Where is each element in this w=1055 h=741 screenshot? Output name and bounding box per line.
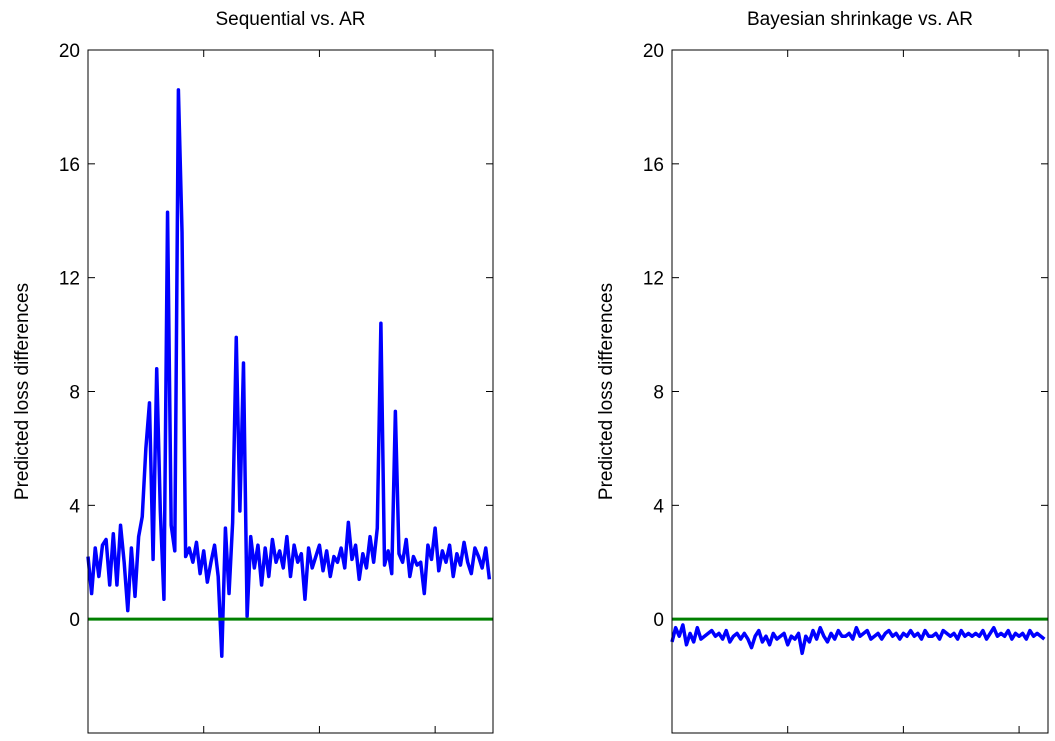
x-tick-label: 1980 xyxy=(183,739,225,741)
y-tick-label: 4 xyxy=(69,496,80,517)
panel: Sequential vs. AR Predicted loss differen… xyxy=(12,9,494,741)
y-tick-label: 8 xyxy=(653,383,664,404)
x-tick-label: 1988 xyxy=(298,739,340,741)
y-tick-label: 8 xyxy=(69,383,80,404)
data-line xyxy=(670,623,1046,656)
x-tick-label: 1972 xyxy=(651,739,693,741)
y-tick-label: 4 xyxy=(653,496,664,517)
x-tick-label: 1996 xyxy=(998,739,1040,741)
x-tick-label: 1972 xyxy=(67,739,109,741)
panel: Bayesian shrinkage vs. AR Predicted loss … xyxy=(596,9,1049,741)
chart-title: Sequential vs. AR xyxy=(216,9,366,30)
y-tick-label: 0 xyxy=(69,610,80,631)
x-tick-label: 1980 xyxy=(767,739,809,741)
y-axis-label: Predicted loss differences xyxy=(12,283,33,500)
y-tick-label: 20 xyxy=(643,41,664,62)
plot-frame xyxy=(671,49,1049,734)
x-tick-label: 1988 xyxy=(882,739,924,741)
y-axis-label: Predicted loss differences xyxy=(596,283,617,500)
y-tick-label: 0 xyxy=(653,610,664,631)
plot-frame xyxy=(87,49,494,734)
x-tick-label: 1996 xyxy=(414,739,456,741)
chart-title: Bayesian shrinkage vs. AR xyxy=(747,9,973,30)
y-tick-label: 20 xyxy=(59,41,80,62)
y-tick-label: 12 xyxy=(643,269,664,290)
y-tick-label: 16 xyxy=(59,155,80,176)
y-tick-label: 16 xyxy=(643,155,664,176)
y-tick-label: 12 xyxy=(59,269,80,290)
data-line xyxy=(86,88,492,658)
